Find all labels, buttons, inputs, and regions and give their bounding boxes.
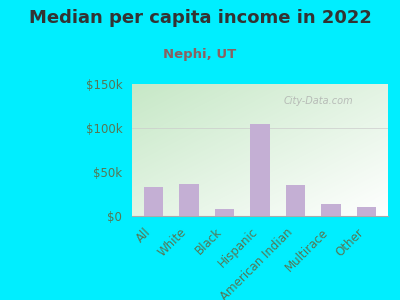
Text: Nephi, UT: Nephi, UT [163,48,237,61]
Bar [321,204,341,216]
Bar [215,209,234,216]
Bar [179,184,199,216]
Bar [250,124,270,216]
Text: City-Data.com: City-Data.com [284,96,354,106]
Bar [144,187,163,216]
Bar [286,185,305,216]
Text: Median per capita income in 2022: Median per capita income in 2022 [28,9,372,27]
Bar [357,207,376,216]
